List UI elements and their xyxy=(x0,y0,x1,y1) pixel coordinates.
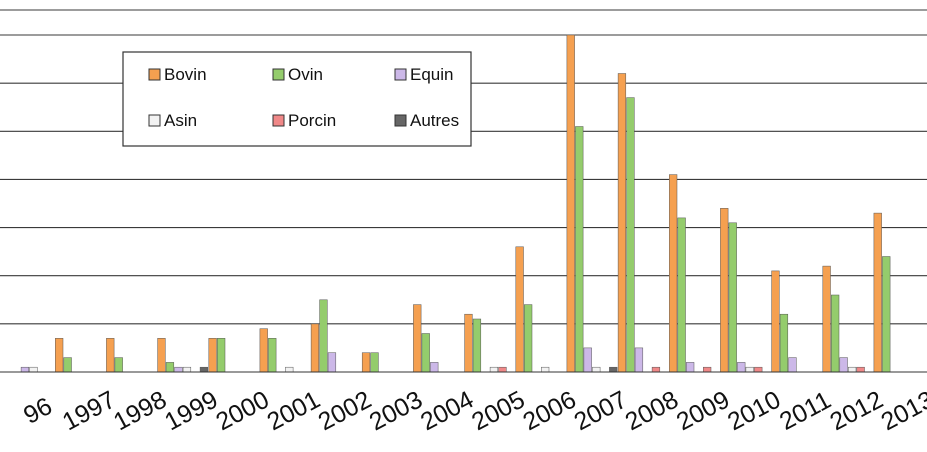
bar-porcin-2012 xyxy=(856,366,865,373)
bar-equin-2010 xyxy=(737,362,746,373)
bar-equin-96 xyxy=(20,366,30,373)
bar-autres-2007 xyxy=(609,366,618,373)
legend-label-porcin: Porcin xyxy=(288,111,336,130)
bar-bovin-2005 xyxy=(464,313,473,373)
bar-ovin-2012 xyxy=(831,294,840,373)
bar-ovin-2008 xyxy=(626,97,635,373)
bar-bovin-2001 xyxy=(259,328,268,373)
bar-ovin-2000 xyxy=(217,338,226,373)
legend-box xyxy=(122,51,472,147)
bar-equin-2009 xyxy=(686,362,695,373)
x-tick-labels: 96 19971998199920002001200220032004200520… xyxy=(19,385,927,436)
bar-asin-2001 xyxy=(285,366,294,373)
bar-asin-1999 xyxy=(182,366,192,373)
bar-equin-1999 xyxy=(174,366,183,373)
bar-ovin-2011 xyxy=(779,313,789,373)
bar-autres-1999 xyxy=(199,366,209,373)
legend-swatch-autres xyxy=(394,114,407,127)
bar-porcin-2008 xyxy=(651,366,661,373)
bar-bovin-2010 xyxy=(720,208,729,373)
bar-bovin-2012 xyxy=(822,265,831,373)
bar-bovin-2008 xyxy=(617,73,627,373)
bar-equin-2011 xyxy=(788,357,797,373)
bar-bovin-2013 xyxy=(873,212,882,373)
legend-swatch-asin xyxy=(148,114,161,127)
legend-label-bovin: Bovin xyxy=(164,65,207,84)
bar-ovin-2003 xyxy=(370,352,379,373)
bar-asin-2006 xyxy=(541,366,550,373)
legend-label-asin: Asin xyxy=(164,111,197,130)
bar-porcin-2005 xyxy=(498,366,507,373)
bar-porcin-2009 xyxy=(703,366,712,373)
bars xyxy=(0,34,927,373)
legend-label-autres: Autres xyxy=(410,111,459,130)
bar-asin-2005 xyxy=(489,366,499,373)
bar-bovin-2004 xyxy=(413,304,422,373)
legend: Bovin Ovin Equin Asin Porcin Autres xyxy=(122,51,472,147)
bar-ovin-2010 xyxy=(728,222,737,373)
x-tick-label: 96 xyxy=(19,392,57,430)
bar-bovin-2011 xyxy=(771,270,780,373)
bar-bovin-2007 xyxy=(566,34,575,373)
bar-asin-2007 xyxy=(592,366,601,373)
bar-bovin-2006 xyxy=(515,246,524,373)
bar-bovin-2000 xyxy=(208,338,217,373)
bar-ovin-2004 xyxy=(421,333,430,373)
bar-equin-2008 xyxy=(634,347,644,373)
bar-porcin-2010 xyxy=(754,366,763,373)
bar-ovin-2009 xyxy=(677,217,686,373)
bar-ovin-2005 xyxy=(472,318,482,373)
bar-ovin-1998 xyxy=(114,357,123,373)
bar-ovin-2002 xyxy=(319,299,328,373)
legend-label-equin: Equin xyxy=(410,65,453,84)
legend-swatch-ovin xyxy=(272,68,285,81)
bar-equin-2007 xyxy=(583,347,592,373)
bar-ovin-2007 xyxy=(575,126,584,373)
bar-bovin-2009 xyxy=(669,174,678,373)
bar-bovin-1998 xyxy=(106,338,115,373)
bar-equin-2004 xyxy=(430,362,439,373)
bar-ovin-2013 xyxy=(882,256,891,373)
bar-asin-96 xyxy=(29,366,38,373)
legend-label-ovin: Ovin xyxy=(288,65,323,84)
bar-equin-2002 xyxy=(327,352,337,373)
bar-ovin-2001 xyxy=(268,338,277,373)
bar-bovin-2003 xyxy=(361,352,371,373)
legend-swatch-bovin xyxy=(148,68,161,81)
bar-bovin-2002 xyxy=(310,323,320,373)
bar-equin-2012 xyxy=(839,357,848,373)
bar-bovin-1997 xyxy=(55,338,64,373)
bar-ovin-2006 xyxy=(524,304,533,373)
bar-asin-2010 xyxy=(745,366,754,373)
legend-swatch-equin xyxy=(394,68,407,81)
legend-swatch-porcin xyxy=(272,114,285,127)
bar-ovin-1997 xyxy=(63,357,72,373)
bar-asin-2012 xyxy=(848,366,857,373)
bar-bovin-1999 xyxy=(157,338,166,373)
x-tick-label: 2013 xyxy=(877,386,927,437)
bar-ovin-1999 xyxy=(165,362,175,373)
